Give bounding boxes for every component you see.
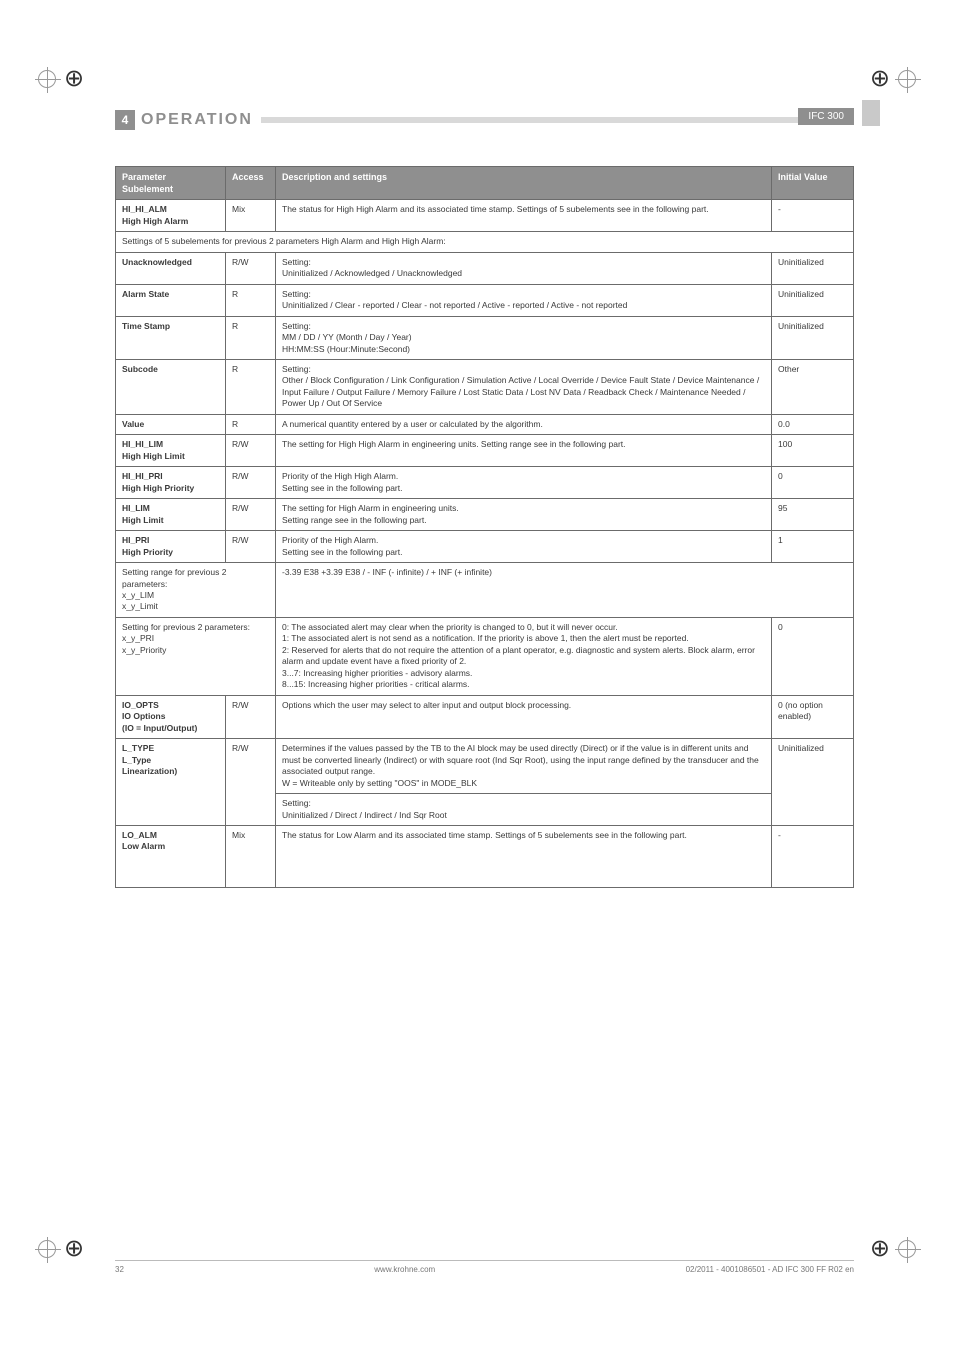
print-corner-br: ⊕ bbox=[876, 1240, 916, 1280]
desc-cell: The status for High High Alarm and its a… bbox=[276, 200, 772, 232]
init-cell: 0.0 bbox=[772, 414, 854, 434]
desc-cell: Options which the user may select to alt… bbox=[276, 695, 772, 738]
access-cell: R bbox=[226, 359, 276, 414]
col-parameter: Parameter Subelement bbox=[116, 167, 226, 200]
param-cell: HI_HI_PRIHigh High Priority bbox=[116, 467, 226, 499]
access-cell: R bbox=[226, 316, 276, 359]
init-cell: Other bbox=[772, 359, 854, 414]
param-cell: Alarm State bbox=[116, 284, 226, 316]
print-corner-tr: ⊕ bbox=[876, 70, 916, 110]
access-cell: R/W bbox=[226, 435, 276, 467]
init-cell: 95 bbox=[772, 499, 854, 531]
param-cell: LO_ALMLow Alarm bbox=[116, 825, 226, 887]
param-cell: HI_LIMHigh Limit bbox=[116, 499, 226, 531]
param-cell: HI_PRIHigh Priority bbox=[116, 531, 226, 563]
param-cell: Subcode bbox=[116, 359, 226, 414]
desc-cell: Priority of the High High Alarm. Setting… bbox=[276, 467, 772, 499]
span-desc: -3.39 E38 +3.39 E38 / - INF (- infinite)… bbox=[276, 563, 854, 618]
init-cell: 100 bbox=[772, 435, 854, 467]
access-cell: R/W bbox=[226, 252, 276, 284]
param-cell: IO_OPTSIO Options (IO = Input/Output) bbox=[116, 695, 226, 738]
span-label: Setting range for previous 2 parameters:… bbox=[116, 563, 276, 618]
desc-cell: Determines if the values passed by the T… bbox=[276, 739, 772, 794]
access-cell: R bbox=[226, 414, 276, 434]
init-cell: - bbox=[772, 200, 854, 232]
desc-cell: Setting: Uninitialized / Acknowledged / … bbox=[276, 252, 772, 284]
doc-code: IFC 300 bbox=[798, 108, 854, 125]
access-cell: Mix bbox=[226, 200, 276, 232]
desc-extra: Setting: Uninitialized / Direct / Indire… bbox=[276, 794, 772, 826]
span-desc: 0: The associated alert may clear when t… bbox=[276, 617, 772, 695]
col-description: Description and settings bbox=[276, 167, 772, 200]
desc-cell: The setting for High Alarm in engineerin… bbox=[276, 499, 772, 531]
param-cell: HI_HI_ALMHigh High Alarm bbox=[116, 200, 226, 232]
desc-cell: Setting: MM / DD / YY (Month / Day / Yea… bbox=[276, 316, 772, 359]
col-access: Access bbox=[226, 167, 276, 200]
access-cell: R bbox=[226, 284, 276, 316]
param-cell: Time Stamp bbox=[116, 316, 226, 359]
param-cell: L_TYPEL_Type Linearization) bbox=[116, 739, 226, 826]
section-title: OPERATION bbox=[141, 111, 253, 129]
access-cell: R/W bbox=[226, 499, 276, 531]
init-cell: 0 bbox=[772, 467, 854, 499]
page-number: 32 bbox=[115, 1265, 124, 1274]
param-cell: HI_HI_LIMHigh High Limit bbox=[116, 435, 226, 467]
init-cell: 0 (no option enabled) bbox=[772, 695, 854, 738]
footer-site: www.krohne.com bbox=[374, 1265, 435, 1274]
desc-cell: Setting: Uninitialized / Clear - reporte… bbox=[276, 284, 772, 316]
access-cell: R/W bbox=[226, 467, 276, 499]
desc-cell: Priority of the High Alarm. Setting see … bbox=[276, 531, 772, 563]
print-corner-tl: ⊕ bbox=[38, 70, 78, 110]
desc-cell: The setting for High High Alarm in engin… bbox=[276, 435, 772, 467]
init-cell: Uninitialized bbox=[772, 316, 854, 359]
desc-cell: A numerical quantity entered by a user o… bbox=[276, 414, 772, 434]
parameter-table: Parameter Subelement Access Description … bbox=[115, 166, 854, 888]
margin-tab bbox=[862, 100, 880, 126]
access-cell: R/W bbox=[226, 739, 276, 826]
section-header: 4 OPERATION bbox=[115, 110, 854, 130]
init-cell: - bbox=[772, 825, 854, 887]
access-cell: Mix bbox=[226, 825, 276, 887]
section-number: 4 bbox=[115, 110, 135, 130]
span-label: Setting for previous 2 parameters: x_y_P… bbox=[116, 617, 276, 695]
desc-cell: Setting: Other / Block Configuration / L… bbox=[276, 359, 772, 414]
desc-cell: The status for Low Alarm and its associa… bbox=[276, 825, 772, 887]
init-cell: Uninitialized bbox=[772, 284, 854, 316]
print-corner-bl: ⊕ bbox=[38, 1240, 78, 1280]
param-cell: Value bbox=[116, 414, 226, 434]
access-cell: R/W bbox=[226, 695, 276, 738]
init-cell: Uninitialized bbox=[772, 252, 854, 284]
access-cell: R/W bbox=[226, 531, 276, 563]
col-initial: Initial Value bbox=[772, 167, 854, 200]
section-row: Settings of 5 subelements for previous 2… bbox=[116, 232, 854, 252]
footer-rev: 02/2011 - 4001086501 - AD IFC 300 FF R02… bbox=[686, 1265, 854, 1274]
init-cell: 1 bbox=[772, 531, 854, 563]
page-footer: 32 www.krohne.com 02/2011 - 4001086501 -… bbox=[115, 1260, 854, 1274]
span-init: 0 bbox=[772, 617, 854, 695]
param-cell: Unacknowledged bbox=[116, 252, 226, 284]
init-cell: Uninitialized bbox=[772, 739, 854, 826]
